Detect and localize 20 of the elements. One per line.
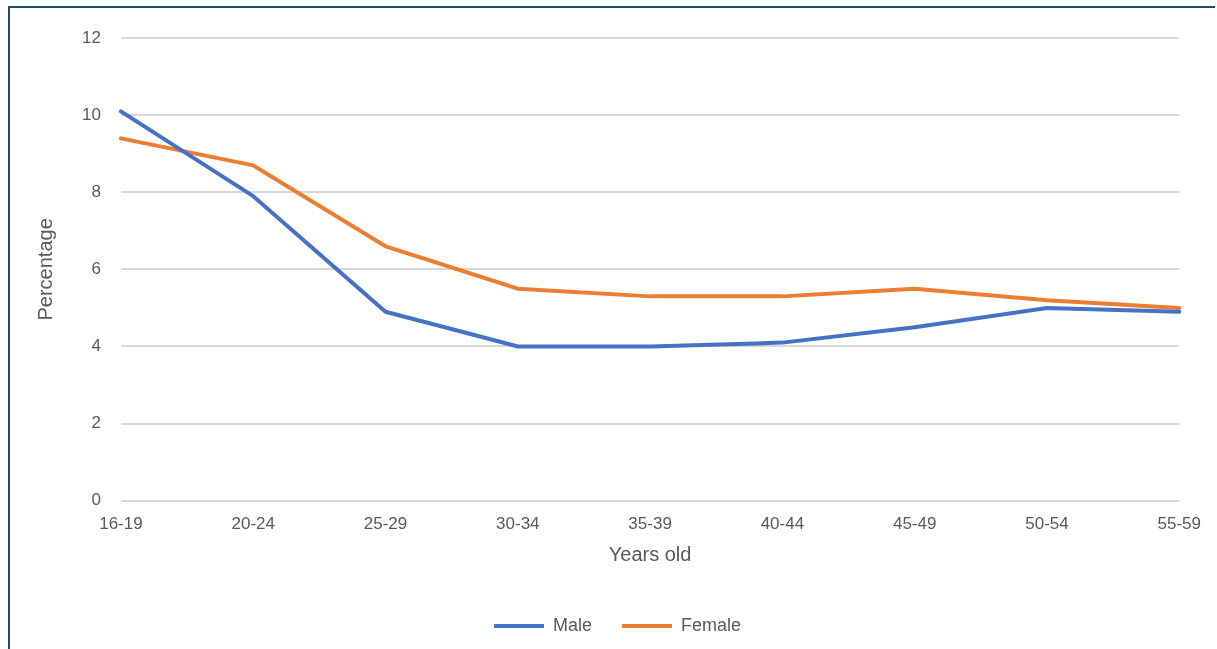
x-tick-label: 30-34 xyxy=(496,514,540,534)
y-tick-label: 4 xyxy=(91,336,101,356)
y-tick-label: 2 xyxy=(91,413,101,433)
y-tick-label: 6 xyxy=(91,259,101,279)
y-tick-label: 12 xyxy=(81,27,101,47)
legend-label: Male xyxy=(552,614,592,635)
x-tick-label: 45-49 xyxy=(892,514,937,534)
y-tick-label: 8 xyxy=(91,182,101,202)
x-tick-label: 35-39 xyxy=(628,514,672,534)
x-tick-label: 50-54 xyxy=(1025,514,1069,534)
x-tick-label: 25-29 xyxy=(363,514,408,534)
x-tick-label: 55-59 xyxy=(1157,514,1201,534)
x-axis-title: Years old xyxy=(608,542,692,565)
legend-label: Female xyxy=(681,614,742,635)
x-tick-label: 40-44 xyxy=(760,514,805,534)
x-tick-label: 20-24 xyxy=(231,514,275,534)
y-tick-label: 10 xyxy=(81,104,101,124)
y-tick-label: 0 xyxy=(91,490,101,510)
x-tick-label: 16-19 xyxy=(99,514,143,534)
y-axis-title: Percentage xyxy=(33,218,56,321)
